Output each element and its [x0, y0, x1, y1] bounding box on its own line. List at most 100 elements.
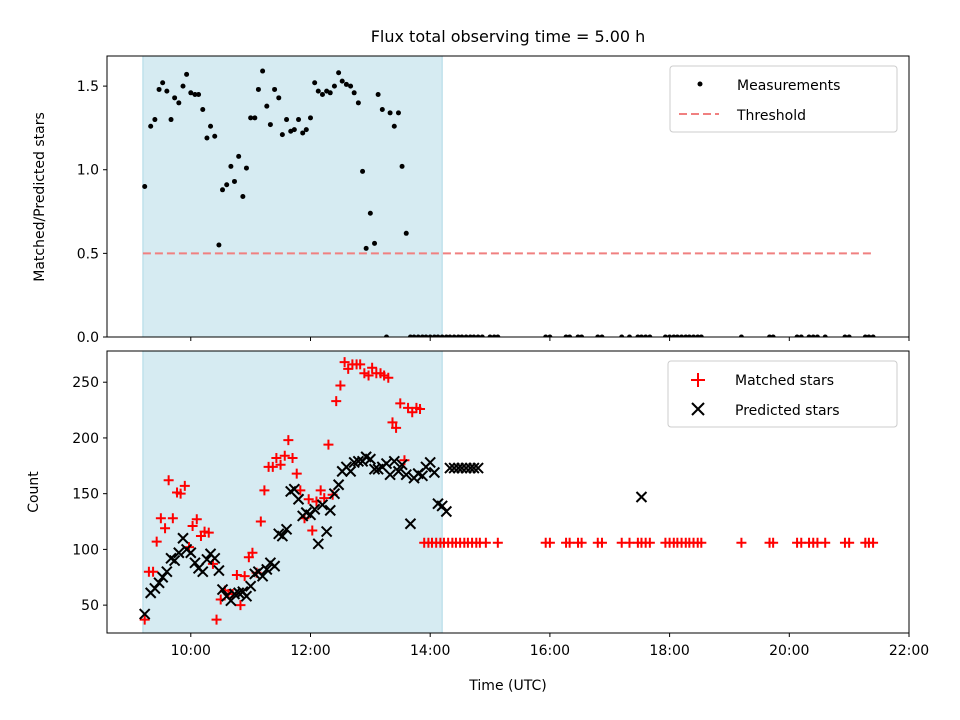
matched-star-point [211, 614, 222, 625]
x-axis-label: Time (UTC) [468, 678, 546, 694]
top-panel: 0.0 0.5 1.0 1.5 Matched/Predicted stars Mea… [32, 55, 910, 346]
measurement-point [240, 194, 246, 199]
measurement-point [806, 334, 812, 337]
measurement-point [331, 83, 337, 89]
matched-star-point [363, 370, 374, 381]
matched-star-point [187, 520, 198, 531]
measurement-point [264, 103, 270, 109]
measurement-point [307, 115, 313, 121]
measurement-point [367, 210, 373, 216]
measurement-point [176, 100, 182, 106]
matched-star-point [391, 422, 402, 433]
measurement-point [770, 334, 776, 337]
measurement-point [384, 334, 390, 337]
chart-title: Flux total observing time = 5.00 h [371, 27, 646, 46]
predicted-star-point [268, 560, 281, 572]
predicted-star-point [468, 462, 480, 474]
predicted-star-point [392, 465, 405, 478]
measurement-point [315, 88, 321, 94]
matched-star-point [175, 488, 186, 499]
predicted-star-point [332, 479, 345, 491]
measurement-point [471, 334, 477, 337]
matched-star-point [319, 493, 330, 504]
measurement-point [415, 334, 421, 337]
matched-star-point [331, 396, 342, 407]
measurement-point [543, 334, 549, 337]
matched-star-point [355, 359, 366, 370]
predicted-star-point [380, 457, 393, 470]
measurement-point [662, 334, 668, 337]
matched-star-point [367, 362, 378, 373]
measurement-point [435, 334, 441, 337]
predicted-star-point [213, 564, 225, 577]
predicted-star-point [261, 563, 273, 576]
matched-star-point [820, 537, 831, 548]
matched-star-point [295, 485, 306, 496]
measurement-point [411, 334, 417, 337]
matched-star-point [544, 537, 555, 548]
bottom-legend-box [667, 360, 898, 428]
measurement-point [495, 334, 501, 337]
measurement-point [160, 80, 166, 86]
matched-star-point [387, 417, 398, 428]
measurement-point [339, 78, 345, 84]
predicted-star-point [177, 532, 189, 544]
measurement-point [200, 107, 206, 113]
matched-star-point [480, 537, 491, 548]
predicted-star-point [344, 465, 357, 478]
measurement-point [168, 117, 174, 123]
predicted-star-point [276, 530, 289, 542]
measurement-point [360, 168, 366, 174]
measurement-point [303, 127, 309, 133]
x-tick-label: 20:00 [769, 643, 809, 659]
measurement-point [846, 334, 852, 337]
predicted-star-point [185, 547, 197, 559]
matched-star-point [736, 537, 747, 548]
top-x-ticks [190, 337, 910, 341]
matched-star-point [415, 403, 426, 414]
measurement-point [647, 334, 653, 337]
measurement-point [312, 80, 318, 86]
measurement-point [447, 334, 453, 337]
measurement-point [148, 123, 154, 129]
predicted-star-point [472, 462, 484, 474]
x-tick-label: 16:00 [530, 643, 570, 659]
bottom-legend: Matched stars Predicted stars [667, 360, 898, 428]
legend-threshold-label: Threshold [736, 108, 806, 124]
measurement-point [822, 334, 828, 337]
predicted-star-point [312, 538, 324, 550]
predicted-star-point [216, 583, 229, 596]
measurement-point [626, 334, 632, 337]
predicted-star-point [324, 504, 336, 517]
top-legend-box [669, 65, 898, 133]
measurement-point [319, 91, 325, 97]
measurement-point [208, 123, 214, 129]
matched-star-point [395, 398, 406, 409]
measurement-point [152, 117, 158, 123]
measurement-point [487, 334, 493, 337]
predicted-stars-series [138, 451, 648, 620]
measurement-point [231, 178, 237, 184]
measurement-point [667, 334, 673, 337]
predicted-star-point [138, 608, 151, 620]
measurement-point [327, 90, 333, 96]
matched-star-point [644, 537, 655, 548]
measurement-point [643, 334, 649, 337]
matched-star-point [696, 537, 707, 548]
measurement-point [814, 334, 820, 337]
measurement-point [686, 334, 692, 337]
measurement-point [192, 91, 198, 97]
measurement-point [479, 334, 485, 337]
measurement-point [255, 86, 261, 92]
measurement-point [276, 95, 282, 101]
predicted-star-point [320, 525, 333, 538]
measurement-point [279, 132, 285, 138]
measurement-point [810, 334, 816, 337]
measurement-point [375, 91, 381, 97]
measurement-point [180, 83, 186, 89]
measurement-point [142, 183, 148, 189]
bottom-y-tick-label: 50 [81, 598, 99, 614]
measurement-point [204, 135, 210, 141]
measurement-point [379, 107, 385, 113]
matched-star-point [155, 513, 166, 524]
